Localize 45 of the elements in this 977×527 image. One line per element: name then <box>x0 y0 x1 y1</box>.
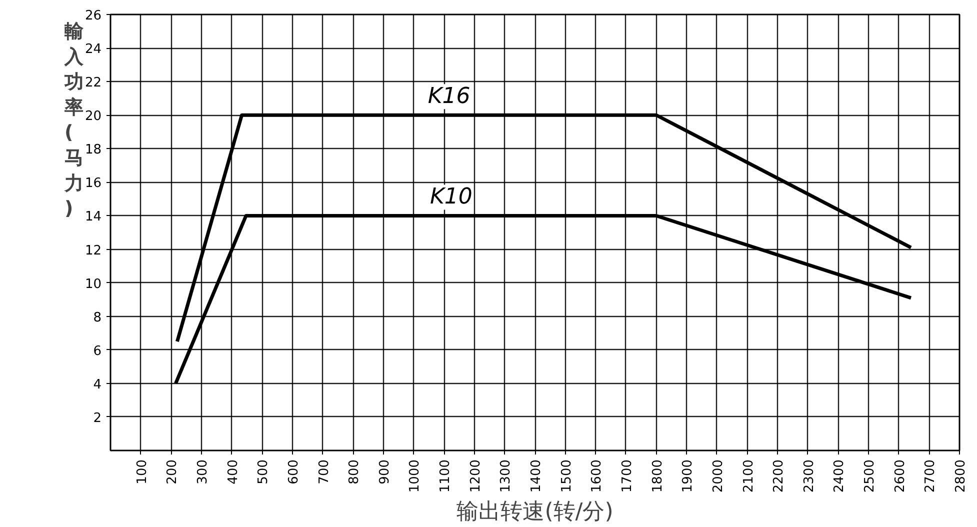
x-tick-label: 300 <box>195 459 210 484</box>
x-tick-label: 1800 <box>650 459 666 493</box>
y-tick-label: 10 <box>84 276 102 292</box>
x-tick-label: 1100 <box>438 459 454 493</box>
x-tick-label: 2500 <box>862 459 878 493</box>
x-tick-label: 1500 <box>559 459 574 493</box>
x-tick-label: 2400 <box>832 459 848 493</box>
x-tick-label: 700 <box>316 459 332 484</box>
y-tick-label: 14 <box>84 210 102 225</box>
series-label: K10 <box>430 184 472 210</box>
y-tick-label: 22 <box>84 76 102 91</box>
x-tick-label: 1400 <box>529 459 544 493</box>
x-tick-label: 2700 <box>923 459 938 493</box>
x-tick-label: 1000 <box>408 459 423 493</box>
y-tick-label: 16 <box>84 176 102 192</box>
y-axis-title: 輸入功率(马力) <box>64 20 84 220</box>
y-tick-label: 12 <box>84 243 102 258</box>
y-tick-label: 18 <box>84 142 102 158</box>
series-label: K16 <box>428 84 470 110</box>
x-tick-label: 1700 <box>620 459 635 493</box>
x-tick-label: 2300 <box>802 459 817 493</box>
x-tick-label: 1600 <box>590 459 605 493</box>
y-tick-label: 2 <box>93 410 102 426</box>
x-tick-label: 1300 <box>498 459 514 493</box>
x-tick-label: 2200 <box>772 459 787 493</box>
x-tick-label: 1200 <box>468 459 484 493</box>
x-tick-label: 2600 <box>892 459 908 493</box>
x-axis-title: 输出转速(转/分) <box>456 500 614 525</box>
x-tick-label: 600 <box>286 459 302 484</box>
x-tick-label: 2800 <box>954 459 968 493</box>
x-tick-label: 900 <box>377 459 392 484</box>
y-tick-label: 6 <box>93 344 102 359</box>
x-tick-label: 800 <box>347 459 362 484</box>
y-tick-label: 24 <box>84 42 102 58</box>
y-tick-label: 26 <box>84 8 102 24</box>
x-tick-label: 500 <box>256 459 272 484</box>
x-tick-label: 400 <box>226 459 241 484</box>
x-tick-label: 2000 <box>710 459 726 493</box>
y-tick-label: 20 <box>84 109 102 124</box>
x-tick-label: 100 <box>134 459 150 484</box>
x-tick-label: 2100 <box>741 459 756 493</box>
y-tick-label: 4 <box>93 377 102 392</box>
y-tick-label: 8 <box>93 310 102 326</box>
x-tick-label: 200 <box>165 459 180 484</box>
x-tick-label: 1900 <box>680 459 696 493</box>
